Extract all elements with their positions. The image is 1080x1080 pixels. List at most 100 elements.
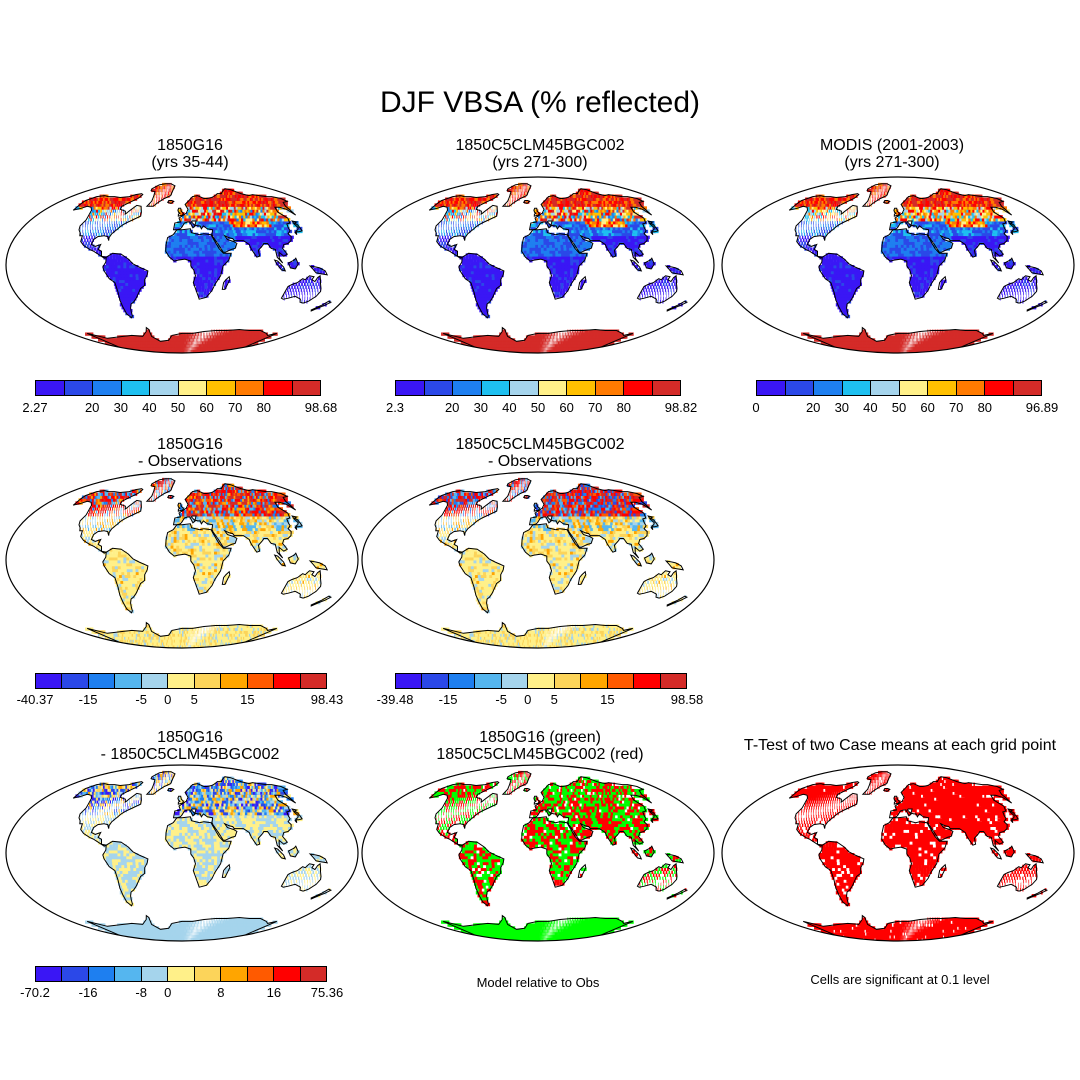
coastlines bbox=[72, 183, 333, 353]
map-panel bbox=[5, 176, 359, 354]
panel-title-ttest: T-Test of two Case means at each grid po… bbox=[720, 737, 1080, 754]
map-border bbox=[5, 764, 359, 942]
colorbar-tick-label: 70 bbox=[228, 400, 242, 415]
colorbar-tick-label: 40 bbox=[502, 400, 516, 415]
colorbar-cell bbox=[396, 674, 423, 688]
coastlines bbox=[72, 478, 333, 648]
colorbar-cell bbox=[264, 381, 293, 395]
panel-title-1850c5-minus-obs: 1850C5CLM45BGC002- Observations bbox=[360, 436, 720, 470]
colorbar-tick-label: 20 bbox=[445, 400, 459, 415]
colorbar-cell bbox=[448, 674, 476, 688]
colorbar-cell bbox=[634, 674, 661, 688]
colorbar-cell bbox=[115, 674, 142, 688]
map-panel bbox=[721, 176, 1075, 354]
colorbar-tick-label: 75.36 bbox=[311, 985, 344, 1000]
coastlines bbox=[788, 771, 1049, 941]
panel-title-1850g16: 1850G16 (yrs 35-44) bbox=[10, 137, 370, 171]
coastlines bbox=[428, 478, 689, 648]
map-border bbox=[721, 764, 1075, 942]
map-panel bbox=[721, 764, 1075, 942]
colorbar-tick-label: 16 bbox=[267, 985, 281, 1000]
colorbar-tick-label: 2.27 bbox=[22, 400, 47, 415]
colorbar-tick-label: 70 bbox=[949, 400, 963, 415]
colorbar-cell bbox=[424, 381, 453, 395]
colorbar-cell bbox=[247, 967, 275, 981]
panel-title-1850g16-minus-1850c5: 1850G16- 1850C5CLM45BGC002 bbox=[10, 729, 370, 763]
colorbar-cell bbox=[985, 381, 1014, 395]
colorbar-cell bbox=[607, 674, 635, 688]
colorbar-cell bbox=[88, 674, 116, 688]
colorbar-tick-label: 70 bbox=[588, 400, 602, 415]
map-border bbox=[361, 471, 715, 649]
colorbar-cell bbox=[274, 674, 301, 688]
colorbar-cell bbox=[899, 381, 928, 395]
colorbar-tick-label: 80 bbox=[257, 400, 271, 415]
colorbar-tick-label: 30 bbox=[474, 400, 488, 415]
colorbar-cell bbox=[36, 967, 63, 981]
colorbar-cell bbox=[528, 674, 555, 688]
colorbar-labels: -39.48 -15 -5 0 5 15 98.58 bbox=[377, 692, 704, 708]
colorbar-cell bbox=[871, 381, 900, 395]
colorbar-cell bbox=[292, 381, 320, 395]
colorbar-cell bbox=[62, 674, 89, 688]
coastlines bbox=[428, 183, 689, 353]
colorbar-cell bbox=[64, 381, 93, 395]
colorbar-tick-label: 2.3 bbox=[386, 400, 404, 415]
colorbar bbox=[35, 380, 321, 396]
colorbar-tick-label: -5 bbox=[495, 692, 507, 707]
colorbar-tick-label: -15 bbox=[79, 692, 98, 707]
colorbar-cell bbox=[121, 381, 150, 395]
colorbar-tick-label: 40 bbox=[863, 400, 877, 415]
colorbar-cell bbox=[221, 967, 248, 981]
colorbar-cell bbox=[36, 674, 63, 688]
panel-title-green-red: 1850G16 (green) 1850C5CLM45BGC002 (red) bbox=[360, 729, 720, 763]
colorbar-tick-label: 98.82 bbox=[665, 400, 698, 415]
colorbar-cell bbox=[624, 381, 653, 395]
colorbar-tick-label: 20 bbox=[85, 400, 99, 415]
caption-model-relative: Model relative to Obs bbox=[358, 975, 718, 990]
colorbar-tick-label: -8 bbox=[135, 985, 147, 1000]
colorbar-cell bbox=[141, 674, 169, 688]
colorbar-cell bbox=[194, 674, 222, 688]
panel-title-modis: MODIS (2001-2003) (yrs 271-300) bbox=[712, 137, 1072, 171]
map-panel bbox=[5, 764, 359, 942]
map-border bbox=[361, 764, 715, 942]
colorbar-tick-label: -5 bbox=[135, 692, 147, 707]
colorbar-tick-label: 50 bbox=[892, 400, 906, 415]
colorbar-tick-label: 98.68 bbox=[305, 400, 338, 415]
colorbar-tick-label: 30 bbox=[835, 400, 849, 415]
colorbar-cell bbox=[652, 381, 680, 395]
colorbar-cell bbox=[422, 674, 449, 688]
colorbar-tick-label: 96.89 bbox=[1026, 400, 1059, 415]
colorbar-tick-label: 5 bbox=[551, 692, 558, 707]
map-panel bbox=[361, 471, 715, 649]
colorbar-tick-label: 60 bbox=[920, 400, 934, 415]
colorbar-cell bbox=[554, 674, 582, 688]
colorbar-tick-label: 20 bbox=[806, 400, 820, 415]
land-cells bbox=[791, 770, 1047, 941]
colorbar-tick-label: 0 bbox=[164, 692, 171, 707]
land-cells bbox=[431, 182, 687, 353]
coastlines bbox=[788, 183, 1049, 353]
colorbar-cell bbox=[453, 381, 482, 395]
colorbar-cell bbox=[36, 381, 65, 395]
colorbar-tick-label: 80 bbox=[978, 400, 992, 415]
colorbar-cell bbox=[1013, 381, 1041, 395]
colorbar-cell bbox=[300, 967, 326, 981]
colorbar-labels: -40.37 -15 -5 0 5 15 98.43 bbox=[17, 692, 344, 708]
colorbar-tick-label: 15 bbox=[240, 692, 254, 707]
colorbar-cell bbox=[814, 381, 843, 395]
colorbar-tick-label: 98.58 bbox=[671, 692, 704, 707]
colorbar-tick-label: 80 bbox=[617, 400, 631, 415]
colorbar-labels: -70.2 -16 -8 0 8 16 75.36 bbox=[20, 985, 343, 1001]
panel-title-1850g16-minus-obs: 1850G16- Observations bbox=[10, 436, 370, 470]
colorbar-cell bbox=[481, 381, 510, 395]
colorbar-tick-label: -39.48 bbox=[377, 692, 414, 707]
colorbar-labels: 2.27 20 30 40 50 60 70 80 98.68 bbox=[22, 400, 337, 416]
colorbar-cell bbox=[300, 674, 326, 688]
colorbar-cell bbox=[785, 381, 814, 395]
map-panel bbox=[361, 764, 715, 942]
colorbar-tick-label: 0 bbox=[524, 692, 531, 707]
colorbar-cell bbox=[207, 381, 236, 395]
page-title: DJF VBSA (% reflected) bbox=[0, 86, 1080, 120]
